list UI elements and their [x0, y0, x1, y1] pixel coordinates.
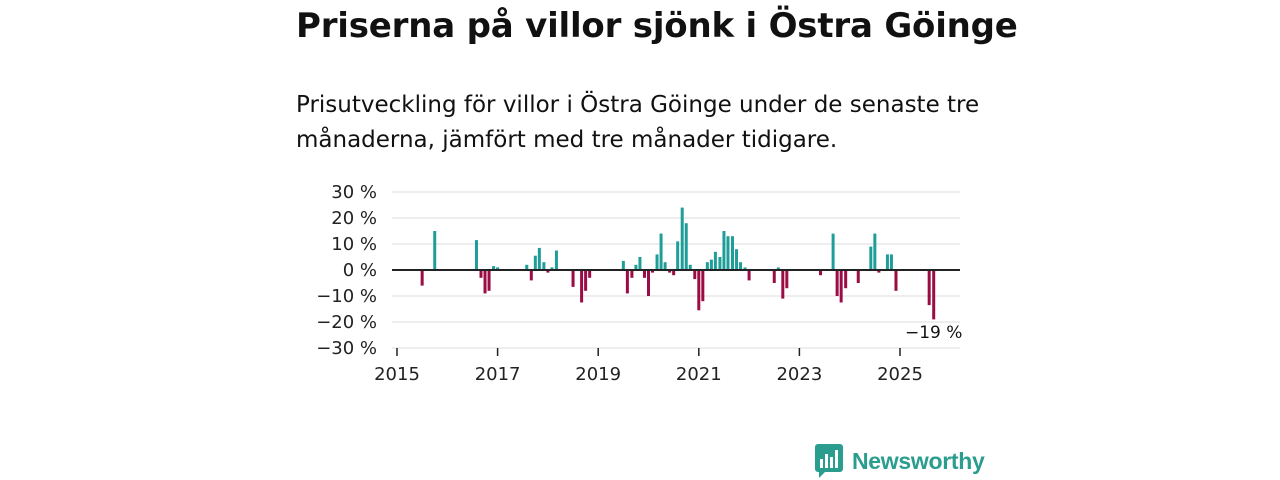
bar [571, 270, 575, 287]
newsworthy-bar-chart-icon [815, 444, 843, 478]
bar [680, 207, 684, 270]
bar [647, 270, 650, 296]
bar [713, 251, 717, 270]
y-tick-label: −20 % [316, 312, 377, 333]
bar [885, 254, 889, 270]
bar [672, 270, 676, 276]
bar [722, 231, 726, 270]
bar [747, 270, 751, 281]
x-tick-label: 2015 [374, 364, 420, 385]
bar [625, 270, 629, 294]
bar [621, 260, 625, 270]
bar [554, 250, 558, 270]
bar [927, 270, 931, 306]
bar [546, 270, 550, 273]
bar [684, 223, 688, 270]
last-value-annotation: −19 % [905, 323, 962, 343]
bar [483, 270, 487, 294]
y-tick-label: 20 % [331, 208, 377, 229]
bar [856, 270, 860, 283]
bar [819, 270, 823, 276]
y-gridlines [392, 191, 960, 349]
bar [693, 270, 697, 280]
bar [894, 270, 898, 291]
bar [584, 270, 588, 291]
y-tick-label: 30 % [331, 182, 377, 203]
bar [433, 231, 437, 270]
bar [688, 264, 692, 270]
bar [835, 270, 839, 296]
bar [869, 246, 873, 270]
bar [718, 257, 722, 270]
bar [542, 262, 546, 270]
bar [634, 264, 638, 270]
bars [420, 207, 936, 320]
bar [655, 254, 659, 270]
bar [709, 259, 713, 270]
x-tick-label: 2025 [877, 364, 923, 385]
x-tick-label: 2021 [676, 364, 722, 385]
bar [479, 270, 483, 278]
bar [701, 270, 705, 302]
chart-subtitle: Prisutveckling för villor i Östra Göinge… [296, 92, 980, 153]
bar [525, 264, 529, 270]
bar [735, 249, 739, 270]
x-tick-label: 2023 [776, 364, 822, 385]
bar [676, 241, 680, 270]
y-tick-label: 10 % [331, 234, 377, 255]
bar [889, 254, 893, 270]
y-axis-labels: 30 % 20 % 10 % 0 % −10 % −20 % −30 % [316, 182, 377, 359]
bar [668, 270, 672, 273]
bar [731, 236, 735, 270]
bar [659, 233, 663, 270]
bar [839, 270, 843, 303]
y-tick-label: 0 % [343, 260, 377, 281]
bar [630, 270, 634, 278]
bar [537, 247, 541, 270]
bar [772, 270, 776, 283]
bar [487, 270, 491, 291]
bar [642, 270, 646, 278]
bar [932, 270, 936, 320]
bar [638, 257, 642, 270]
bar [785, 270, 789, 289]
bar [831, 233, 835, 270]
bar [844, 270, 848, 289]
bar [663, 262, 667, 270]
bar [705, 262, 709, 270]
bar [743, 267, 747, 270]
bar [776, 267, 780, 270]
bar [781, 270, 785, 299]
bar [739, 262, 743, 270]
bar [474, 240, 478, 270]
bar [877, 270, 881, 273]
y-tick-label: −10 % [316, 286, 377, 307]
bar [533, 255, 537, 270]
x-tick-label: 2017 [475, 364, 521, 385]
bar [420, 270, 424, 286]
x-tick-label: 2019 [575, 364, 621, 385]
bar [873, 233, 877, 270]
bar [550, 267, 554, 270]
x-axis: 2015 2017 2019 2021 2023 2025 [374, 348, 923, 385]
brand-name: Newsworthy [852, 447, 985, 474]
bar [651, 270, 655, 273]
bar [588, 270, 592, 278]
bar [726, 236, 730, 270]
bar [697, 270, 701, 311]
chart-title: Priserna på villor sjönk i Östra Göinge [296, 6, 1018, 46]
bar [496, 267, 500, 270]
newsworthy-logo: Newsworthy [815, 444, 985, 478]
y-tick-label: −30 % [316, 338, 377, 359]
bar [580, 270, 584, 303]
bar [529, 270, 533, 281]
bar [492, 266, 496, 270]
